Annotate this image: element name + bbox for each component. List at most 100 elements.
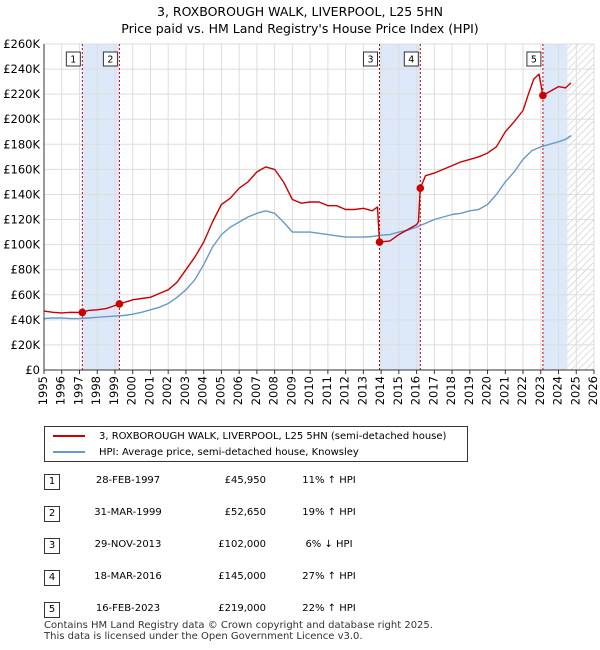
x-tick-label: 1996 (54, 376, 68, 405)
x-tick-label: 2012 (338, 376, 352, 405)
sale-hpi-diff: 6% ↓ HPI (305, 539, 353, 550)
sale-price: £102,000 (218, 539, 266, 550)
x-tick-label: 2022 (515, 376, 529, 405)
shaded-period (379, 44, 421, 370)
sale-marker-box (526, 51, 542, 67)
sale-point (375, 238, 384, 246)
legend-swatch-property (53, 435, 85, 437)
sale-date: 16-FEB-2023 (95, 603, 161, 614)
sale-number-badge: 3 (44, 538, 60, 554)
sale-date: 28-FEB-1997 (95, 475, 161, 486)
x-tick-label: 2019 (462, 376, 476, 405)
x-tick-label: 2021 (497, 376, 511, 405)
sale-point (416, 184, 425, 192)
y-tick-label: £180K (3, 137, 40, 151)
y-tick-label: £200K (3, 112, 40, 126)
sale-point (539, 91, 547, 100)
sale-hpi-diff: 11% ↑ HPI (302, 475, 356, 486)
y-tick-label: £140K (3, 187, 40, 201)
x-tick-label: 2011 (320, 376, 334, 405)
x-tick-label: 2017 (426, 376, 440, 405)
x-tick-label: 2014 (373, 376, 387, 405)
price-chart: 1 2 3 4 5 £0 £20K £40K £60K £80K £100K £120K £140K £… (3, 37, 600, 405)
x-tick-label: 2001 (142, 376, 156, 405)
sale-hpi-diff: 19% ↑ HPI (302, 507, 356, 518)
y-tick-label: £80K (11, 263, 41, 277)
sale-date: 29-NOV-2013 (94, 539, 162, 550)
x-tick-label: 2002 (160, 376, 174, 405)
x-tick-label: 2018 (444, 376, 458, 405)
sale-price: £219,000 (218, 603, 266, 614)
sale-number-badge: 1 (44, 474, 60, 490)
hpi-line (43, 134, 572, 320)
y-tick-label: £260K (3, 37, 40, 51)
x-tick-label: 2024 (551, 376, 565, 405)
shaded-period (542, 44, 568, 370)
x-tick-label: 2000 (125, 376, 139, 405)
sale-date: 31-MAR-1999 (94, 507, 162, 518)
x-tick-label: 2026 (586, 376, 600, 405)
y-tick-label: £20K (11, 338, 41, 352)
x-tick-label: 2016 (409, 376, 423, 405)
sale-marker-label: 1 (70, 55, 76, 66)
sale-marker-label: 5 (531, 55, 537, 66)
legend-label-hpi: HPI: Average price, semi-detached house,… (99, 446, 359, 458)
x-tick-label: 2006 (231, 376, 245, 405)
sale-row: 4 18-MAR-2016 £145,000 27% ↑ HPI (44, 570, 404, 586)
sale-date: 18-MAR-2016 (94, 571, 162, 582)
y-tick-label: £220K (3, 87, 40, 101)
sale-price: £145,000 (218, 571, 266, 582)
sale-number-badge: 4 (44, 570, 60, 586)
y-tick-label: £0 (25, 363, 40, 377)
legend-label-property: 3, ROXBOROUGH WALK, LIVERPOOL, L25 5HN (… (99, 430, 447, 442)
sale-price: £45,950 (224, 475, 266, 486)
sale-row: 5 16-FEB-2023 £219,000 22% ↑ HPI (44, 602, 404, 618)
sale-point (78, 308, 87, 317)
x-tick-label: 1995 (36, 376, 50, 405)
sale-marker-box (363, 51, 378, 67)
forecast-hatch (567, 44, 594, 370)
sale-row: 3 29-NOV-2013 £102,000 6% ↓ HPI (44, 538, 404, 554)
x-tick-label: 2023 (533, 376, 547, 405)
legend-item-property: 3, ROXBOROUGH WALK, LIVERPOOL, L25 5HN (… (53, 428, 446, 444)
x-tick-label: 1997 (71, 376, 85, 405)
sale-hpi-diff: 22% ↑ HPI (302, 603, 356, 614)
sale-marker-label: 4 (408, 55, 414, 66)
y-tick-label: £120K (3, 213, 40, 227)
x-tick-label: 1998 (89, 376, 103, 405)
x-tick-label: 1999 (107, 376, 121, 405)
y-tick-label: £100K (3, 238, 40, 252)
legend: 3, ROXBOROUGH WALK, LIVERPOOL, L25 5HN (… (44, 426, 468, 462)
x-tick-label: 2020 (480, 376, 494, 405)
x-tick-label: 2010 (302, 376, 316, 405)
sale-number-badge: 5 (44, 602, 60, 618)
sale-row: 2 31-MAR-1999 £52,650 19% ↑ HPI (44, 506, 404, 522)
footer-copyright: Contains HM Land Registry data © Crown c… (44, 620, 433, 631)
x-tick-label: 2025 (568, 376, 582, 405)
sale-point (115, 300, 124, 308)
legend-item-hpi: HPI: Average price, semi-detached house,… (53, 444, 359, 460)
y-tick-label: £240K (3, 62, 40, 76)
sale-marker-label: 3 (367, 55, 373, 66)
chart-title: 3, ROXBOROUGH WALK, LIVERPOOL, L25 5HN P… (0, 3, 600, 37)
footer: Contains HM Land Registry data © Crown c… (44, 620, 433, 642)
sale-row: 1 28-FEB-1997 £45,950 11% ↑ HPI (44, 474, 404, 490)
property-price-line (43, 73, 572, 314)
x-tick-label: 2015 (391, 376, 405, 405)
y-tick-label: £40K (11, 313, 41, 327)
x-tick-label: 2013 (355, 376, 369, 405)
title-line-2: Price paid vs. HM Land Registry's House … (121, 21, 479, 36)
y-tick-label: £60K (11, 288, 41, 302)
x-tick-label: 2005 (213, 376, 227, 405)
y-tick-label: £160K (3, 162, 40, 176)
x-tick-label: 2003 (178, 376, 192, 405)
sale-hpi-diff: 27% ↑ HPI (302, 571, 356, 582)
sale-marker-label: 2 (107, 55, 113, 66)
sale-marker-box (102, 51, 118, 67)
sale-marker-box (65, 51, 81, 67)
sale-price: £52,650 (224, 507, 266, 518)
shaded-period (82, 44, 120, 370)
x-tick-label: 2009 (284, 376, 298, 405)
legend-swatch-hpi (53, 451, 85, 453)
x-tick-label: 2004 (196, 376, 210, 405)
